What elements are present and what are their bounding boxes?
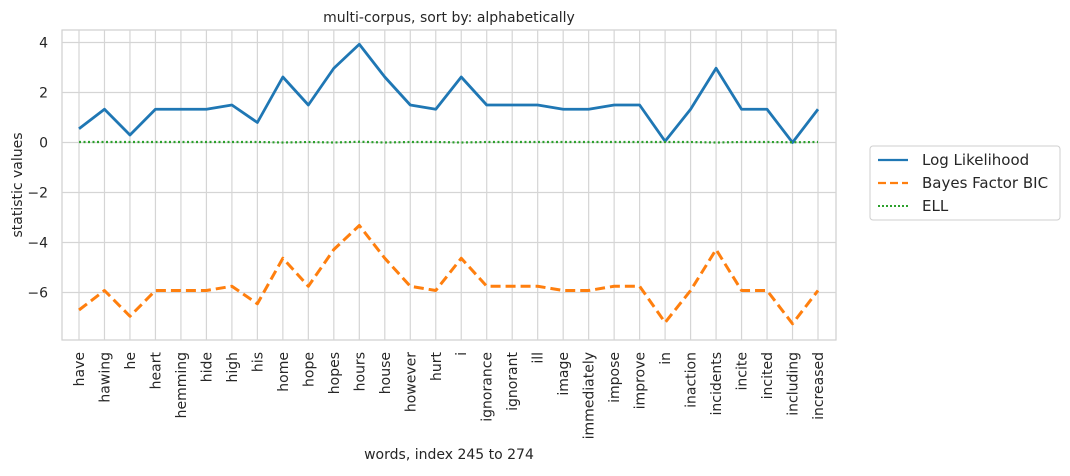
series-line-3 (79, 140, 819, 144)
x-tick-label: in (658, 352, 674, 365)
y-axis-label: statistic values (10, 132, 26, 237)
x-tick-label: incidents (709, 352, 725, 416)
x-tick-label: heart (148, 351, 164, 389)
y-tick-label: 0 (39, 136, 48, 152)
x-tick-label: incited (760, 352, 776, 399)
x-tick-label: ignorance (480, 352, 496, 422)
grid-lines (62, 30, 836, 340)
y-tick-label: 4 (39, 36, 48, 52)
x-tick-label: high (225, 352, 241, 383)
x-tick-label: hide (199, 352, 215, 382)
y-tick-label: −6 (27, 286, 48, 302)
x-tick-label: improve (633, 352, 649, 409)
y-tick-labels: 4 2 0 −2 −4 −6 (27, 36, 48, 302)
series-line-2 (78, 224, 820, 326)
chart-title: multi-corpus, sort by: alphabetically (323, 10, 575, 26)
x-tick-label: hawing (97, 352, 113, 403)
series-lines (78, 42, 820, 326)
legend-frame (869, 145, 1061, 221)
x-tick-label: impose (607, 352, 623, 403)
x-tick-label: image (556, 352, 572, 396)
legend: Log Likelihood Bayes Factor BIC ELL (869, 145, 1061, 221)
x-tick-label: his (250, 352, 266, 372)
legend-label: ELL (922, 197, 949, 215)
x-axis-label: words, index 245 to 274 (364, 447, 534, 463)
x-tick-label: house (378, 352, 394, 394)
x-tick-label: immediately (582, 352, 598, 439)
x-tick-label: hopes (327, 352, 343, 394)
x-tick-label: i (454, 352, 470, 356)
legend-label: Log Likelihood (922, 151, 1029, 169)
x-tick-label: hemming (174, 352, 190, 418)
x-tick-label: hours (352, 352, 368, 391)
x-tick-label: ill (531, 352, 547, 364)
y-tick-label: −2 (27, 186, 48, 202)
x-tick-label: ignorant (505, 351, 521, 410)
y-tick-label: 2 (39, 86, 48, 102)
x-tick-labels: have hawing he heart hemming hide high his home h… (72, 351, 827, 439)
series-line-1 (78, 42, 820, 144)
x-tick-label: home (276, 352, 292, 392)
x-tick-label: increased (811, 352, 827, 420)
x-tick-label: including (786, 352, 802, 416)
x-tick-label: hurt (429, 351, 445, 381)
x-tick-label: hope (301, 352, 317, 387)
x-tick-label: however (403, 352, 419, 412)
legend-label: Bayes Factor BIC (922, 174, 1048, 192)
x-tick-label: have (72, 352, 88, 386)
x-tick-label: incite (735, 352, 751, 390)
y-tick-label: −4 (27, 236, 48, 252)
x-tick-label: inaction (684, 352, 700, 408)
x-tick-label: he (123, 352, 139, 370)
